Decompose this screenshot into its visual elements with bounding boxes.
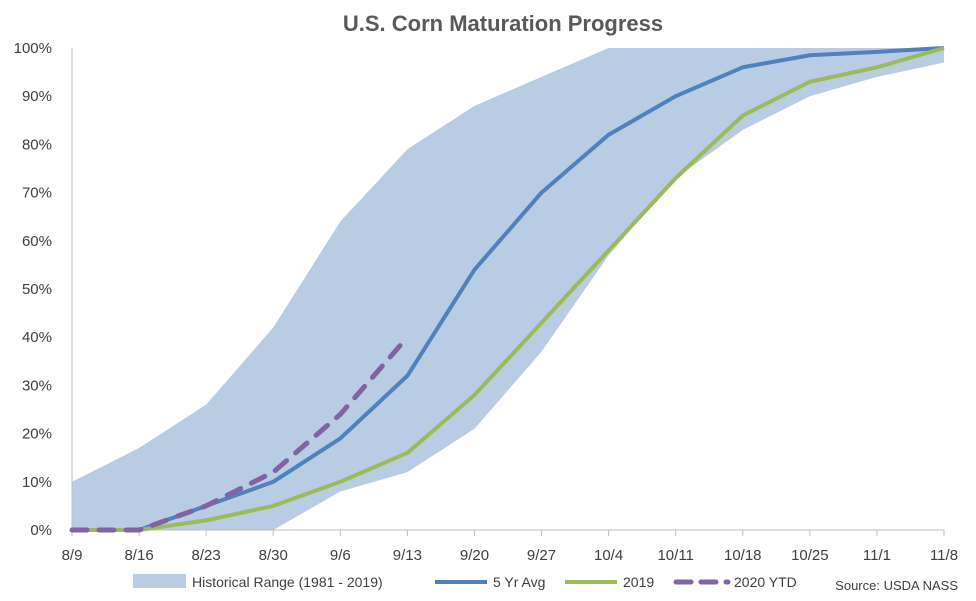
historical-range-band — [72, 48, 944, 530]
x-tick-label: 10/11 — [657, 547, 693, 564]
y-tick-label: 10% — [22, 474, 52, 491]
x-tick-label: 8/9 — [62, 547, 83, 564]
y-tick-label: 100% — [14, 40, 52, 57]
y-tick-label: 0% — [30, 522, 52, 539]
legend-swatch-historical-range — [133, 574, 186, 588]
y-tick-labels: 0% 10% 20% 30% 40% 50% 60% 70% 80% 90% 100% — [14, 40, 52, 539]
chart-title: U.S. Corn Maturation Progress — [343, 11, 663, 36]
x-tick-labels: 8/9 8/16 8/23 8/30 9/6 9/13 9/20 9/27 10/4 10/11 1… — [62, 547, 958, 564]
y-tick-label: 20% — [22, 426, 52, 443]
y-tick-label: 50% — [22, 281, 52, 298]
x-tick-label: 11/8 — [930, 547, 958, 564]
source-label: Source: USDA NASS — [835, 578, 958, 593]
x-tick-label: 8/16 — [124, 547, 153, 564]
x-tick-label: 9/27 — [527, 547, 556, 564]
legend: Historical Range (1981 - 2019) 5 Yr Avg 20… — [133, 574, 797, 590]
y-tick-label: 70% — [22, 185, 52, 202]
x-tick-label: 11/1 — [863, 547, 891, 564]
x-tick-label: 10/4 — [594, 547, 623, 564]
legend-label-2020-ytd: 2020 YTD — [734, 574, 797, 590]
historical-range-layer — [72, 48, 944, 530]
series-line-2020-ytd — [69, 334, 410, 533]
y-tick-label: 30% — [22, 377, 52, 394]
x-tick-label: 9/13 — [393, 547, 422, 564]
y-tick-label: 80% — [22, 136, 52, 153]
x-tick-label: 9/6 — [330, 547, 351, 564]
x-tick-label: 10/18 — [724, 547, 762, 564]
axes — [71, 48, 945, 536]
series-line-2019 — [72, 46, 945, 532]
y-tick-label: 40% — [22, 329, 52, 346]
legend-label-5-yr-avg: 5 Yr Avg — [493, 574, 545, 590]
x-tick-label: 8/30 — [259, 547, 288, 564]
y-tick-label: 60% — [22, 233, 52, 250]
legend-label-historical-range: Historical Range (1981 - 2019) — [192, 574, 383, 590]
series-lines — [69, 46, 945, 533]
legend-label-2019: 2019 — [623, 574, 654, 590]
x-tick-label: 8/23 — [192, 547, 221, 564]
x-tick-label: 10/25 — [791, 547, 829, 564]
y-tick-label: 90% — [22, 88, 52, 105]
x-tick-label: 9/20 — [460, 547, 489, 564]
